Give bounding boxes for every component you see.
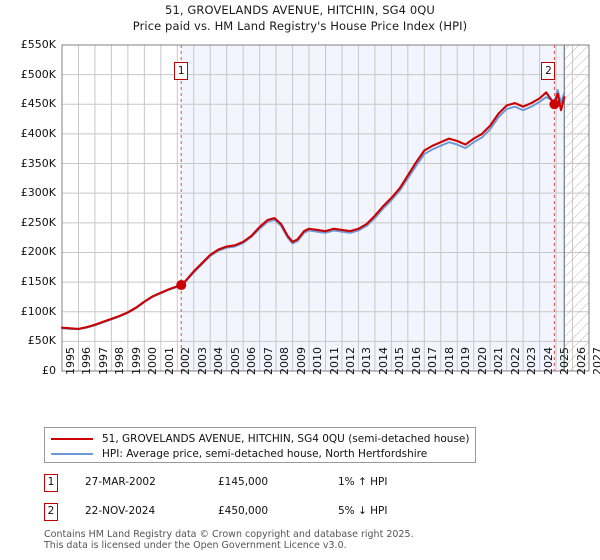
- x-axis-tick-label: 2014: [376, 347, 390, 375]
- chart-title-line-2: Price paid vs. HM Land Registry's House …: [132, 19, 468, 33]
- x-axis-tick-label: 2007: [261, 347, 275, 375]
- y-axis-tick-label: £100K: [20, 304, 56, 318]
- x-axis-tick-label: 2002: [179, 347, 193, 375]
- x-axis-tick-label: 2009: [294, 347, 308, 375]
- x-axis-tick-label: 2006: [245, 347, 259, 375]
- x-axis-tick-label: 2019: [459, 347, 473, 375]
- y-axis-tick-label: £150K: [20, 275, 56, 289]
- y-axis-tick-label: £450K: [20, 97, 56, 111]
- x-axis-tick-label: 2008: [278, 347, 292, 375]
- x-axis-tick-label: 2021: [492, 347, 506, 375]
- transaction-badge-2: 2: [44, 503, 58, 521]
- y-axis-tick-label: £250K: [20, 215, 56, 229]
- chart-title-line-1: 51, GROVELANDS AVENUE, HITCHIN, SG4 0QU: [165, 3, 435, 17]
- transaction-hpi-delta-2: 5% ↓ HPI: [338, 505, 388, 517]
- legend-swatch-hpi: [51, 453, 93, 455]
- y-axis-tick-label: £200K: [20, 245, 56, 259]
- legend-item-hpi: HPI: Average price, semi-detached house,…: [51, 446, 427, 462]
- x-axis-tick-label: 2017: [426, 347, 440, 375]
- footer-licence: This data is licensed under the Open Gov…: [44, 540, 347, 551]
- sale-point-1: [176, 280, 187, 291]
- x-axis-tick-label: 2024: [541, 347, 555, 375]
- transaction-hpi-delta-1: 1% ↑ HPI: [338, 476, 388, 488]
- x-axis-tick-label: 1999: [129, 347, 143, 375]
- x-axis-tick-label: 2025: [558, 347, 572, 375]
- x-axis-tick-label: 2000: [146, 347, 160, 375]
- y-axis-tick-label: £400K: [20, 126, 56, 140]
- transaction-price-1: £145,000: [218, 476, 269, 488]
- y-axis-tick-label: £350K: [20, 156, 56, 170]
- y-axis-tick-label: £0: [42, 364, 56, 377]
- y-axis-tick-label: £300K: [20, 186, 56, 200]
- x-axis-tick-label: 2003: [195, 347, 209, 375]
- x-axis-tick-label: 1997: [96, 347, 110, 375]
- chart-legend: 51, GROVELANDS AVENUE, HITCHIN, SG4 0QU …: [44, 427, 476, 463]
- series-line-property: [60, 91, 566, 330]
- transaction-price-2: £450,000: [218, 505, 269, 517]
- x-axis-tick-label: 2013: [360, 347, 374, 375]
- x-axis-tick-label: 1998: [113, 347, 127, 375]
- transaction-date-1: 27-MAR-2002: [85, 476, 156, 488]
- chart-title: 51, GROVELANDS AVENUE, HITCHIN, SG4 0QU …: [0, 2, 600, 34]
- x-axis-tick-label: 2016: [409, 347, 423, 375]
- y-axis-tick-label: £50K: [27, 334, 56, 348]
- ownership-band: [181, 45, 565, 371]
- legend-label-property: 51, GROVELANDS AVENUE, HITCHIN, SG4 0QU …: [102, 433, 470, 445]
- x-axis-tick-label: 2018: [442, 347, 456, 375]
- sale-marker-callout-2[interactable]: 2: [541, 62, 556, 80]
- legend-item-property: 51, GROVELANDS AVENUE, HITCHIN, SG4 0QU …: [51, 431, 469, 447]
- y-axis-tick-label: £500K: [20, 67, 56, 81]
- transaction-badge-1: 1: [44, 474, 58, 492]
- transaction-date-2: 22-NOV-2024: [85, 505, 156, 517]
- x-axis-tick-label: 2005: [228, 347, 242, 375]
- x-axis-tick-label: 2015: [393, 347, 407, 375]
- x-axis-tick-label: 2004: [212, 347, 226, 375]
- sale-marker-callout-1[interactable]: 1: [174, 62, 189, 80]
- x-axis-tick-label: 2026: [574, 347, 588, 375]
- x-axis-tick-label: 2001: [162, 347, 176, 375]
- sale-point-2: [549, 99, 560, 110]
- x-axis-tick-label: 1996: [80, 347, 94, 375]
- x-axis-tick-label: 1995: [64, 347, 77, 375]
- x-axis-tick-label: 2010: [311, 347, 325, 375]
- x-axis-tick-label: 2012: [343, 347, 357, 375]
- y-axis-tick-label: £550K: [20, 38, 56, 51]
- legend-swatch-property: [51, 438, 93, 440]
- x-axis-tick-label: 2022: [508, 347, 522, 375]
- chart-footer: Contains HM Land Registry data © Crown c…: [44, 529, 564, 551]
- legend-label-hpi: HPI: Average price, semi-detached house,…: [102, 448, 428, 460]
- x-axis-tick-label: 2027: [591, 347, 600, 375]
- x-axis-tick-label: 2011: [327, 347, 341, 375]
- x-axis-tick-label: 2020: [475, 347, 489, 375]
- x-axis-tick-label: 2023: [525, 347, 539, 375]
- footer-copyright: Contains HM Land Registry data © Crown c…: [44, 529, 414, 540]
